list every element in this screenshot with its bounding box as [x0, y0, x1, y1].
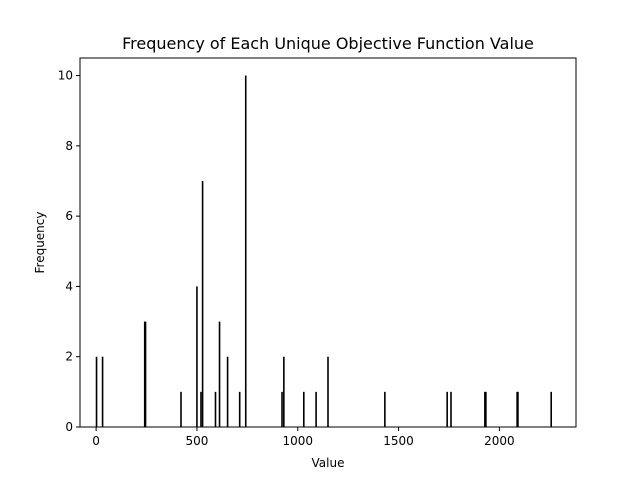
x-tick-label: 1500 — [383, 434, 414, 448]
bar — [283, 356, 285, 427]
bar — [196, 286, 198, 427]
bar — [144, 321, 147, 427]
bar — [180, 391, 182, 427]
bar — [327, 356, 329, 427]
y-axis-label: Frequency — [33, 212, 47, 274]
plot-frame — [79, 57, 577, 428]
y-tick-label: 6 — [65, 209, 73, 223]
x-tick-label: 2000 — [484, 434, 515, 448]
bar — [226, 356, 229, 427]
bars-group — [95, 75, 552, 427]
x-tick-label: 0 — [92, 434, 100, 448]
bar — [384, 391, 386, 427]
chart-title: Frequency of Each Unique Objective Funct… — [122, 34, 534, 53]
bar — [101, 356, 104, 427]
y-tick-label: 0 — [65, 420, 73, 434]
bar — [485, 391, 487, 427]
y-tick-label: 8 — [65, 139, 73, 153]
bar — [218, 321, 221, 427]
bar — [517, 391, 519, 427]
bar — [95, 356, 98, 427]
x-tick-label: 1000 — [282, 434, 313, 448]
bar — [550, 391, 552, 427]
x-axis-label: Value — [312, 456, 345, 470]
bar — [244, 75, 247, 427]
y-tick-label: 10 — [58, 69, 73, 83]
bar — [200, 391, 202, 427]
bar — [201, 181, 204, 427]
x-axis-ticks: 0 500 1000 1500 2000 — [92, 427, 515, 448]
bar — [143, 321, 146, 427]
bar — [238, 391, 241, 427]
bar — [281, 391, 283, 427]
bar — [450, 391, 452, 427]
bar — [315, 391, 317, 427]
y-axis-ticks: 0 2 4 6 8 10 — [58, 69, 80, 434]
bar — [446, 391, 448, 427]
bar — [484, 391, 486, 427]
y-tick-label: 4 — [65, 279, 73, 293]
y-tick-label: 2 — [65, 350, 73, 364]
bar — [303, 391, 305, 427]
bar — [214, 391, 217, 427]
x-tick-label: 500 — [185, 434, 208, 448]
